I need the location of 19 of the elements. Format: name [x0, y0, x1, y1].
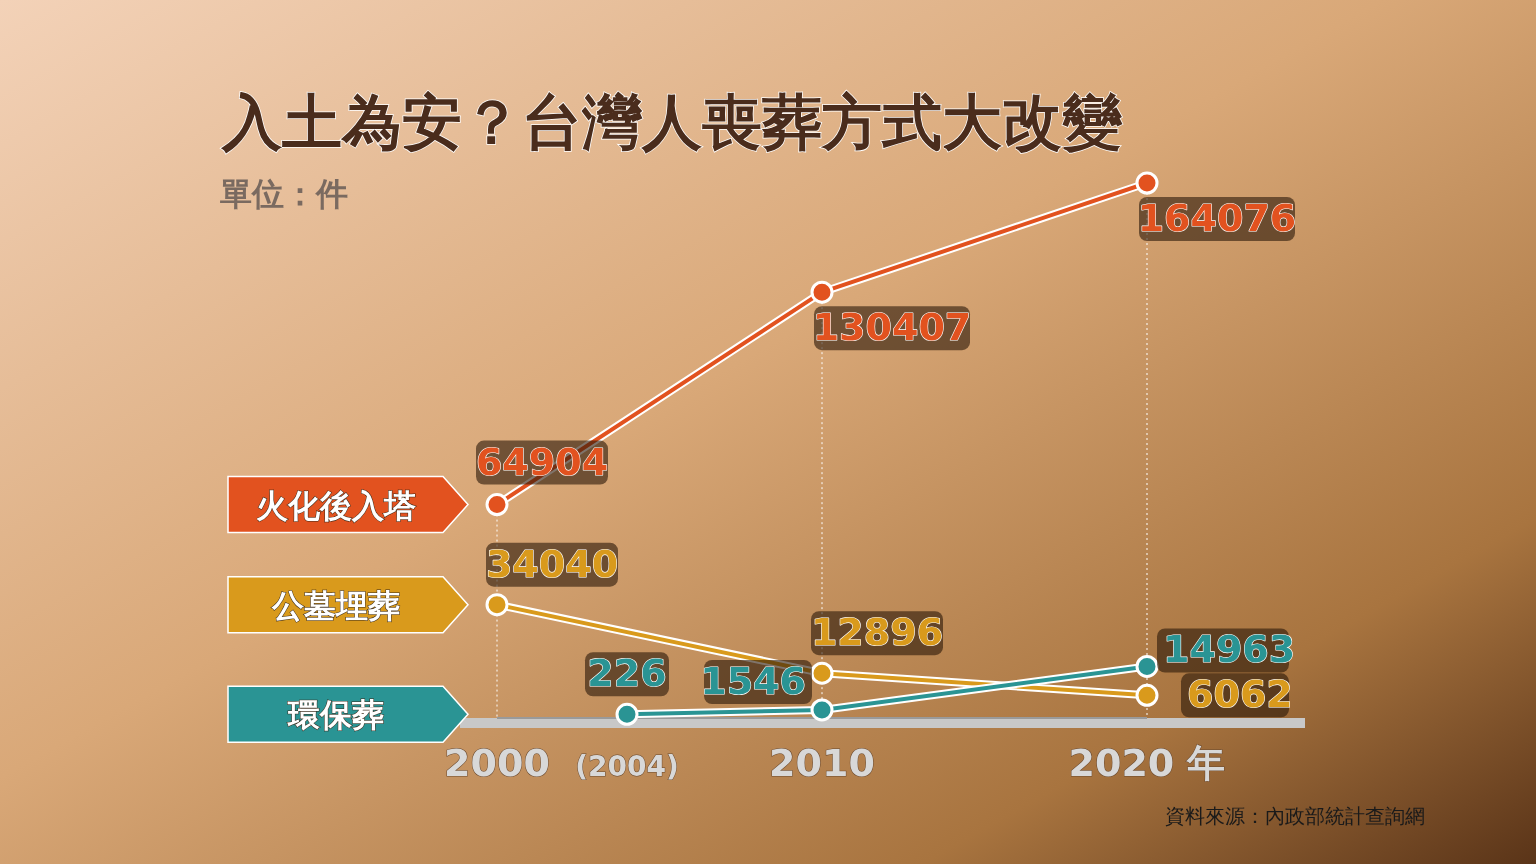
chart-subtitle: 單位：件	[220, 175, 348, 213]
point	[485, 493, 509, 517]
x-tick-label: 2000	[444, 741, 550, 785]
text: 火化後入塔	[255, 486, 416, 525]
source-note: 資料來源：內政部統計查詢網	[1165, 804, 1425, 828]
point	[1135, 683, 1159, 707]
point	[810, 698, 834, 722]
point	[810, 661, 834, 685]
x-tick-label: 2010	[769, 741, 875, 785]
text: 環保葬	[286, 696, 384, 735]
point	[810, 280, 834, 304]
point	[1135, 171, 1159, 195]
point	[1135, 654, 1159, 678]
text: 公墓埋葬	[270, 586, 400, 625]
point	[485, 593, 509, 617]
point	[615, 702, 639, 726]
x-tick-label: 2020 年	[1068, 741, 1226, 785]
chart-title: 入土為安？台灣人喪葬方式大改變	[220, 87, 1123, 157]
x-tick-label: (2004)	[575, 750, 679, 783]
